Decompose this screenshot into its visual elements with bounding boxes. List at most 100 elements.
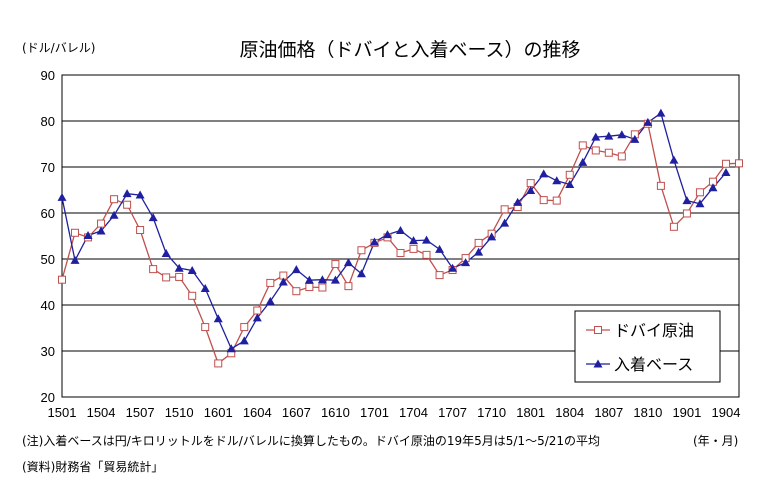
x-tick-label: 1810 <box>633 405 662 420</box>
y-tick-label: 50 <box>41 252 55 267</box>
x-tick-label: 1604 <box>243 405 272 420</box>
data-point-arrival <box>721 168 731 177</box>
data-point-dubai <box>357 246 366 255</box>
data-point-arrival <box>317 275 327 284</box>
data-point-arrival <box>448 263 458 272</box>
data-point-arrival <box>382 230 392 239</box>
data-point-arrival <box>409 236 419 245</box>
data-point-dubai <box>539 196 548 205</box>
series-layer <box>57 108 743 368</box>
source-note: (資料)財務省「貿易統計」 <box>22 460 164 474</box>
data-point-dubai <box>318 283 327 292</box>
data-point-arrival <box>500 218 510 227</box>
data-point-arrival <box>617 130 627 139</box>
data-point-arrival <box>122 189 132 198</box>
legend-label-dubai: ドバイ原油 <box>614 321 694 340</box>
chart-title: 原油価格（ドバイと入着ベース）の推移 <box>239 39 580 61</box>
data-point-arrival <box>200 283 210 292</box>
x-tick-label: 1607 <box>282 405 311 420</box>
x-axis-unit: (年・月) <box>693 434 739 448</box>
data-point-arrival <box>552 176 562 185</box>
data-point-arrival <box>330 275 340 284</box>
data-point-dubai <box>604 148 613 157</box>
data-point-arrival <box>148 213 158 222</box>
data-point-dubai <box>253 306 262 315</box>
series-line-arrival <box>61 112 727 350</box>
y-tick-label: 90 <box>41 68 55 83</box>
legend-marker-dubai <box>594 326 602 334</box>
data-point-arrival <box>57 192 67 201</box>
data-point-arrival <box>422 235 432 244</box>
data-point-dubai <box>214 359 223 368</box>
data-point-arrival <box>682 196 692 205</box>
data-point-arrival <box>343 258 353 267</box>
x-tick-label: 1807 <box>594 405 623 420</box>
data-point-arrival <box>291 265 301 274</box>
data-point-dubai <box>149 265 158 274</box>
data-point-dubai <box>435 271 444 280</box>
y-tick-label: 40 <box>41 298 55 313</box>
data-point-arrival <box>213 314 223 323</box>
data-point-arrival <box>604 131 614 140</box>
data-point-dubai <box>71 228 80 237</box>
x-tick-label: 1507 <box>126 405 155 420</box>
y-tick-label: 20 <box>41 390 55 405</box>
data-point-arrival <box>356 269 366 278</box>
data-point-arrival <box>526 185 536 194</box>
data-point-dubai <box>735 159 743 168</box>
data-point-arrival <box>643 117 653 126</box>
data-point-arrival <box>252 313 262 322</box>
x-tick-label: 1601 <box>204 405 233 420</box>
data-point-arrival <box>174 263 184 272</box>
data-point-dubai <box>526 179 535 188</box>
data-point-arrival <box>83 231 93 240</box>
y-axis-unit: (ドル/バレル) <box>22 41 95 55</box>
data-point-dubai <box>344 282 353 291</box>
data-point-dubai <box>656 181 665 190</box>
legend-marker-arrival <box>593 359 603 368</box>
data-point-dubai <box>305 283 314 292</box>
data-point-arrival <box>239 336 249 345</box>
data-point-arrival <box>513 197 523 206</box>
data-point-arrival <box>265 296 275 305</box>
data-point-dubai <box>266 278 275 287</box>
data-point-arrival <box>630 134 640 143</box>
data-point-dubai <box>97 219 106 228</box>
legend-box <box>574 310 721 383</box>
data-point-arrival <box>565 179 575 188</box>
data-point-arrival <box>435 244 445 253</box>
data-point-dubai <box>123 200 132 209</box>
data-point-dubai <box>422 250 431 259</box>
data-point-arrival <box>187 266 197 274</box>
data-point-dubai <box>136 226 145 235</box>
y-tick-labels: 20 30 40 50 60 70 80 90 <box>41 68 55 405</box>
x-tick-label: 1610 <box>321 405 350 420</box>
data-point-dubai <box>201 323 210 332</box>
data-point-arrival <box>396 225 405 234</box>
data-point-arrival <box>369 237 379 246</box>
plot-area-frame <box>61 74 740 398</box>
x-tick-label: 1707 <box>438 405 467 420</box>
y-tick-label: 70 <box>41 160 55 175</box>
legend-label-arrival: 入着ベース <box>614 355 693 374</box>
x-tick-label: 1504 <box>87 405 116 420</box>
data-point-arrival <box>695 199 705 208</box>
data-point-arrival <box>487 232 497 241</box>
data-point-dubai <box>474 238 483 247</box>
data-point-arrival <box>278 277 288 286</box>
data-point-dubai <box>240 323 249 332</box>
data-point-dubai <box>292 287 301 296</box>
data-point-arrival <box>161 248 171 257</box>
x-tick-label: 1701 <box>360 405 389 420</box>
data-point-arrival <box>135 190 145 199</box>
data-point-arrival <box>474 247 484 256</box>
x-tick-label: 1704 <box>399 405 428 420</box>
data-point-dubai <box>695 188 704 197</box>
data-point-dubai <box>110 195 119 204</box>
data-point-dubai <box>396 249 405 258</box>
data-point-dubai <box>331 260 340 269</box>
data-point-dubai <box>682 209 691 218</box>
data-point-dubai <box>58 275 66 284</box>
data-point-dubai <box>617 152 626 161</box>
